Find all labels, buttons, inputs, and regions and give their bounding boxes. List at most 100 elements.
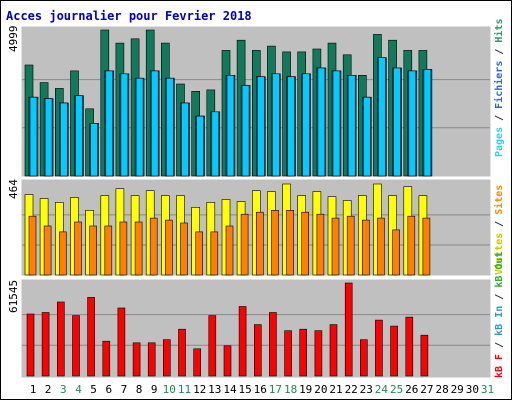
pages-bar [90,123,98,177]
legend-segment: / [494,336,505,354]
pages-bar [75,95,83,177]
legend-segment: / [494,109,505,127]
sites-bar [316,213,325,276]
bar-marks [24,29,433,377]
x-tick-label: 17 [269,383,282,396]
pages-bar [196,115,204,177]
sites-bar [165,219,173,276]
pages-bar [120,73,129,177]
sites-bar [180,222,188,276]
x-axis-day-labels: 1 2 3 4 5 6 7 8 9 10 11 12 13 14 15 16 17 18 19 20 21 22 23 24 2… [30,383,494,396]
pages-bar [362,96,371,177]
chart-title: Acces journalier pour Fevrier 2018 [6,9,252,23]
pages-bar [150,70,159,177]
sites-bar [392,229,400,276]
x-tick-label: 23 [360,383,373,396]
kb-bar [238,306,247,377]
kb-bar [178,328,186,377]
kb-bar [41,312,50,377]
sites-bar [28,215,37,276]
kb-bar [102,340,111,377]
x-tick-label: 29 [451,383,464,396]
pages-bar [423,69,432,177]
sites-bar [119,221,128,276]
sites-bar [271,210,279,276]
x-tick-label: 30 [466,383,479,396]
panel-kbytes-max-label: 61545 [7,280,20,313]
panel-visits-legend: Visites / Sites [493,185,505,275]
legend-segment: kB Out [494,252,505,288]
kb-bar [193,348,201,377]
legend-segment: Pages [494,127,505,157]
x-tick-label: 3 [60,383,67,396]
kb-bar [344,282,353,377]
kb-bar [163,339,171,377]
sites-bar [104,225,113,276]
sites-bar [255,211,264,276]
sites-bar [195,231,203,276]
sites-bar [210,231,219,276]
kb-bar [208,315,217,377]
pages-bar [29,96,38,177]
x-tick-label: 31 [481,383,494,396]
kb-bar [329,324,338,377]
x-tick-label: 5 [90,383,97,396]
sites-bar [346,215,355,276]
x-tick-label: 19 [299,383,312,396]
legend-segment: Fichiers [493,61,505,109]
pages-bar [211,111,220,177]
kb-bar [375,319,383,377]
legend-segment: Hits [493,19,505,43]
x-tick-label: 27 [420,383,433,396]
legend-segment: / [494,43,505,61]
pages-bar [44,98,53,177]
kb-bar [390,325,398,377]
sites-bar [240,213,249,276]
x-tick-label: 20 [314,383,327,396]
legend-segment: / [494,288,505,306]
legend-segment: / [494,215,505,233]
kb-bar [254,324,262,377]
kb-bar [314,330,323,377]
x-tick-label: 11 [178,383,191,396]
pages-bar [302,73,311,177]
legend-segment: kB F [494,354,505,378]
kb-bar [117,307,126,377]
x-tick-label: 25 [390,383,403,396]
x-tick-label: 9 [151,383,158,396]
kb-bar [284,330,292,377]
x-tick-label: 15 [238,383,251,396]
kb-bar [72,315,80,377]
sites-bar [407,215,416,276]
pages-bar [181,102,189,177]
kb-bar [26,313,35,377]
panel-traffic-legend: Pages / Fichiers / Hits [493,19,505,158]
sites-bar [361,219,370,276]
x-tick-label: 7 [121,383,128,396]
legend-segment: Sites [493,185,505,215]
kb-bar [420,334,429,377]
legend-segment: Visites [493,233,505,275]
pages-bar [378,57,386,177]
pages-bar [317,67,326,177]
pages-bar [59,102,68,177]
panel-visits-max-label: 464 [7,179,20,199]
panel-traffic-max-label: 4999 [7,26,20,53]
x-tick-label: 8 [136,383,143,396]
pages-bar [408,70,417,177]
x-tick-label: 6 [105,383,112,396]
pages-bar [256,76,265,177]
x-tick-label: 18 [284,383,297,396]
sites-bar [58,231,67,276]
kb-bar [132,342,141,377]
x-tick-label: 21 [329,383,342,396]
x-tick-label: 14 [223,383,237,396]
pages-bar [226,75,235,177]
sites-bar [422,217,431,276]
x-tick-label: 16 [254,383,267,396]
x-tick-label: 28 [435,383,448,396]
kb-bar [147,342,156,377]
panel-kbytes-legend: kB F / kB In / kB Out [494,252,505,378]
sites-bar [89,225,97,276]
